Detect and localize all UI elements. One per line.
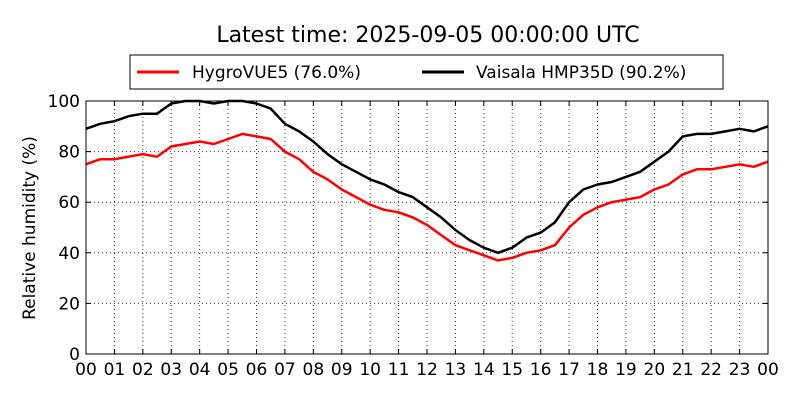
x-tick-label: 22 bbox=[700, 360, 722, 380]
x-tick-label: 00 bbox=[75, 360, 97, 380]
grid bbox=[86, 101, 768, 354]
legend: HygroVUE5 (76.0%) Vaisala HMP35D (90.2%) bbox=[129, 54, 724, 90]
legend-label-vaisala: Vaisala HMP35D (90.2%) bbox=[476, 63, 686, 83]
x-tick-label: 01 bbox=[104, 360, 126, 380]
series-line-hygrovue5 bbox=[85, 132, 769, 262]
x-tick-label: 00 bbox=[757, 360, 779, 380]
y-tick-label: 100 bbox=[48, 92, 80, 112]
legend-label-hygrovue5: HygroVUE5 (76.0%) bbox=[192, 63, 361, 83]
y-tick-label: 20 bbox=[58, 294, 80, 314]
x-tick-label: 09 bbox=[331, 360, 353, 380]
x-tick-label: 03 bbox=[160, 360, 182, 380]
y-tick-label: 0 bbox=[69, 345, 80, 365]
x-tick-label: 17 bbox=[558, 360, 580, 380]
x-tick-label: 15 bbox=[501, 360, 523, 380]
x-tick-label: 19 bbox=[615, 360, 637, 380]
x-tick-label: 12 bbox=[416, 360, 438, 380]
x-tick-label: 20 bbox=[644, 360, 666, 380]
x-tick-label: 13 bbox=[445, 360, 467, 380]
y-tick-label: 60 bbox=[58, 193, 80, 213]
chart-title: Latest time: 2025-09-05 00:00:00 UTC bbox=[216, 23, 639, 48]
x-tick-label: 16 bbox=[530, 360, 552, 380]
x-tick-label: 11 bbox=[388, 360, 410, 380]
series bbox=[85, 99, 769, 262]
x-tick-label: 10 bbox=[359, 360, 381, 380]
y-tick-label: 80 bbox=[58, 143, 80, 163]
x-tick-label: 18 bbox=[587, 360, 609, 380]
x-tick-label: 07 bbox=[274, 360, 296, 380]
series-line-vaisala bbox=[85, 99, 769, 255]
plot-frame bbox=[85, 100, 769, 355]
x-tick-label: 02 bbox=[132, 360, 154, 380]
x-tick-label: 05 bbox=[217, 360, 239, 380]
y-tick-label: 40 bbox=[58, 244, 80, 264]
x-tick-label: 08 bbox=[303, 360, 325, 380]
ticks: 00 01 02 03 04 05 06 07 08 09 10 11 12 13 14 15 16 17 18 19… bbox=[48, 92, 779, 380]
x-tick-label: 06 bbox=[246, 360, 268, 380]
x-tick-label: 04 bbox=[189, 360, 211, 380]
x-tick-label: 23 bbox=[729, 360, 751, 380]
y-axis-label: Relative humidity (%) bbox=[20, 136, 40, 320]
x-tick-label: 21 bbox=[672, 360, 694, 380]
x-tick-label: 14 bbox=[473, 360, 495, 380]
